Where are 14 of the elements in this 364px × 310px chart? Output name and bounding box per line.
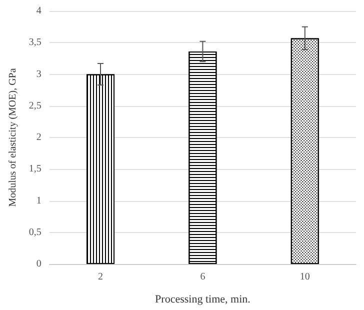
y-tick-label: 2 — [36, 132, 42, 143]
x-tick-label: 10 — [300, 272, 310, 282]
x-tick-label: 6 — [200, 272, 206, 282]
y-tick-label: 4 — [36, 6, 42, 16]
y-tick-label: 3,5 — [28, 37, 42, 48]
y-tick-label: 0,5 — [28, 226, 42, 238]
x-tick-label: 2 — [98, 272, 103, 282]
y-tick-label: 3 — [36, 68, 42, 80]
y-tick-label: 0 — [36, 258, 42, 270]
y-tick-label: 1,5 — [28, 164, 42, 175]
x-axis-title: Processing time, min. — [155, 294, 251, 306]
y-tick-label: 1 — [36, 195, 42, 206]
y-axis-title: Modulus of elasticity (MOE), GPa — [8, 68, 18, 207]
y-tick-label: 2,5 — [28, 100, 42, 112]
